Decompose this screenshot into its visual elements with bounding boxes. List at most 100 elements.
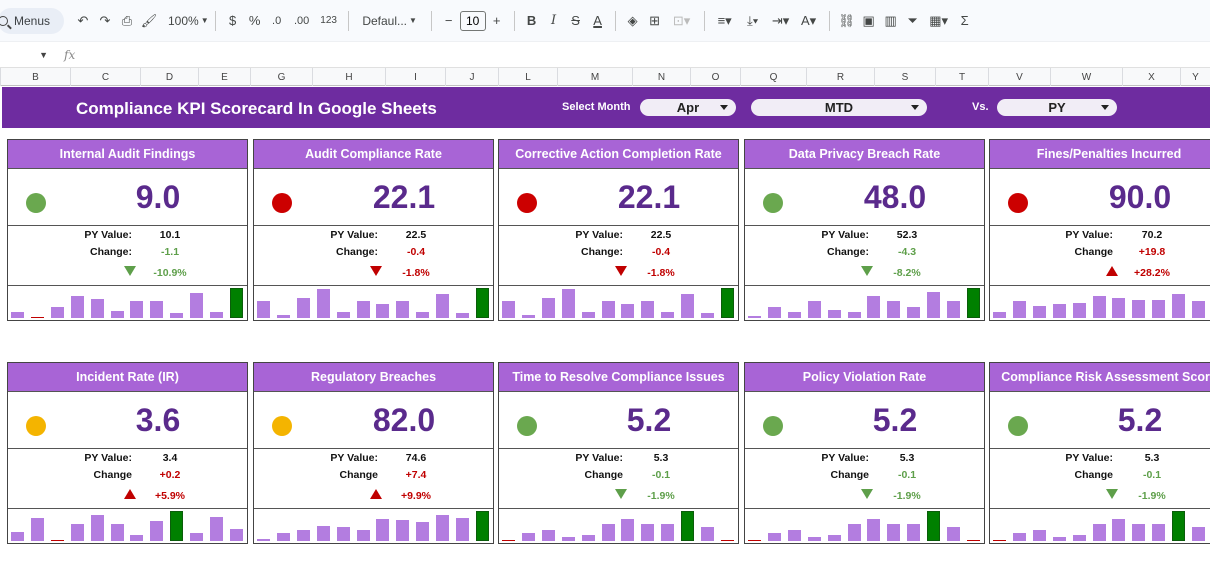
column-header[interactable]: I: [385, 68, 445, 86]
sparkline-bar: [581, 535, 595, 541]
py-value: 22.5: [405, 229, 427, 241]
print-icon[interactable]: ⎙: [121, 12, 133, 28]
number-format-button[interactable]: 123: [320, 15, 337, 26]
py-value: 5.3: [653, 452, 669, 464]
column-header[interactable]: C: [70, 68, 140, 86]
column-header[interactable]: O: [690, 68, 740, 86]
text-color-button[interactable]: A: [593, 13, 602, 28]
column-header[interactable]: M: [557, 68, 632, 86]
search-icon: [0, 15, 8, 26]
column-header[interactable]: S: [874, 68, 935, 86]
status-dot-icon: [517, 416, 537, 436]
sparkline-bar: [502, 540, 515, 541]
column-header[interactable]: R: [806, 68, 874, 86]
bold-button[interactable]: B: [526, 13, 537, 28]
zoom-select[interactable]: 100% ▼: [168, 9, 209, 33]
sparkline-bar: [1072, 303, 1086, 318]
month-dropdown[interactable]: Apr: [640, 99, 736, 116]
py-value-label: PY Value:: [84, 452, 132, 464]
fill-color-icon[interactable]: ◈: [627, 12, 638, 28]
chevron-down-icon: [1101, 105, 1109, 110]
menus-search[interactable]: Menus: [0, 7, 64, 34]
increase-decimal-button[interactable]: .00: [293, 14, 310, 27]
column-header[interactable]: Q: [740, 68, 806, 86]
column-header[interactable]: X: [1122, 68, 1180, 86]
kpi-card: Time to Resolve Compliance Issues 5.2 PY…: [498, 362, 739, 544]
sparkline-bar: [1112, 519, 1126, 541]
filter-views-icon[interactable]: ▦▾: [929, 12, 949, 28]
text-wrap-icon[interactable]: ⇥▾: [771, 12, 790, 28]
sparkline-bar: [356, 301, 370, 318]
change-percent: +28.2%: [1134, 267, 1170, 279]
divider: [347, 10, 349, 31]
kpi-title: Fines/Penalties Incurred: [990, 140, 1210, 169]
sparkline-bar: [681, 511, 695, 541]
change-label: Change: [339, 469, 378, 481]
kpi-value: 22.1: [372, 179, 436, 215]
kpi-card: Data Privacy Breach Rate 48.0 PY Value: …: [744, 139, 985, 321]
column-header[interactable]: H: [312, 68, 385, 86]
sparkline-bar: [787, 530, 801, 541]
kpi-card: Policy Violation Rate 5.2 PY Value: 5.3 …: [744, 362, 985, 544]
borders-icon[interactable]: ⊞: [649, 12, 661, 28]
status-dot-icon: [517, 193, 537, 213]
font-size-decrease-button[interactable]: −: [444, 13, 453, 28]
sparkline-bar: [721, 288, 734, 318]
text-rotation-icon[interactable]: A▾: [801, 12, 817, 28]
italic-button[interactable]: I: [551, 13, 557, 28]
insert-comment-icon[interactable]: ▣: [862, 12, 875, 28]
period-dropdown[interactable]: MTD: [751, 99, 927, 116]
font-size-input[interactable]: 10: [459, 10, 486, 31]
column-header[interactable]: T: [935, 68, 988, 86]
column-header[interactable]: J: [445, 68, 498, 86]
horizontal-align-icon[interactable]: ≡▾: [717, 12, 732, 28]
font-size-increase-button[interactable]: +: [492, 13, 501, 28]
strikethrough-button[interactable]: S: [571, 13, 580, 28]
column-header[interactable]: D: [140, 68, 198, 86]
functions-button[interactable]: Σ: [960, 13, 969, 28]
chevron-down-icon: ▼: [200, 16, 209, 25]
sparkline-bar: [1032, 530, 1046, 541]
sparkline-bar: [541, 530, 555, 541]
py-value-label: PY Value:: [330, 229, 378, 241]
trend-sparkline: [8, 509, 247, 543]
column-header[interactable]: Y: [1180, 68, 1210, 86]
insert-chart-icon[interactable]: ▥: [884, 12, 897, 28]
compare-dropdown[interactable]: PY: [997, 99, 1117, 116]
decrease-decimal-button[interactable]: .0: [272, 14, 282, 27]
change-percent: -1.9%: [647, 490, 675, 502]
column-header[interactable]: E: [198, 68, 250, 86]
name-box-chevron-down-icon[interactable]: ▼: [39, 50, 48, 60]
sparkline-bar: [90, 515, 104, 541]
column-header[interactable]: N: [632, 68, 690, 86]
sparkline-bar: [1032, 306, 1046, 318]
change-label: Change:: [336, 246, 378, 258]
insert-link-icon[interactable]: ⛓: [838, 12, 855, 28]
menus-label: Menus: [14, 13, 51, 28]
change-label: Change: [93, 469, 132, 481]
divider: [703, 10, 705, 31]
percent-button[interactable]: %: [248, 13, 261, 28]
kpi-card: Audit Compliance Rate 22.1 PY Value: 22.…: [253, 139, 494, 321]
column-header[interactable]: B: [0, 68, 70, 86]
sparkline-bar: [316, 289, 330, 318]
sparkline-bar: [1012, 301, 1026, 318]
column-header[interactable]: G: [250, 68, 312, 86]
merge-cells-icon[interactable]: ⊡▾: [672, 12, 691, 28]
vertical-align-icon[interactable]: ⤓▾: [747, 12, 759, 28]
sparkline-bar: [748, 316, 761, 318]
trend-sparkline: [745, 509, 984, 543]
sparkline-bar: [170, 313, 184, 318]
font-select[interactable]: Defaul... ▼: [355, 9, 425, 33]
column-header[interactable]: W: [1050, 68, 1122, 86]
redo-icon[interactable]: ↷: [99, 12, 111, 28]
column-header[interactable]: L: [498, 68, 557, 86]
triangle-down-icon: [370, 266, 382, 276]
filter-icon[interactable]: ⏷: [907, 12, 918, 28]
undo-icon[interactable]: ↶: [77, 12, 89, 28]
column-header[interactable]: V: [988, 68, 1050, 86]
kpi-stats: PY Value: 22.5 Change: -0.4 -1.8%: [254, 226, 493, 286]
paint-format-icon[interactable]: 🖌: [140, 12, 158, 28]
kpi-title: Compliance Risk Assessment Score: [990, 363, 1210, 392]
currency-button[interactable]: $: [229, 13, 237, 28]
